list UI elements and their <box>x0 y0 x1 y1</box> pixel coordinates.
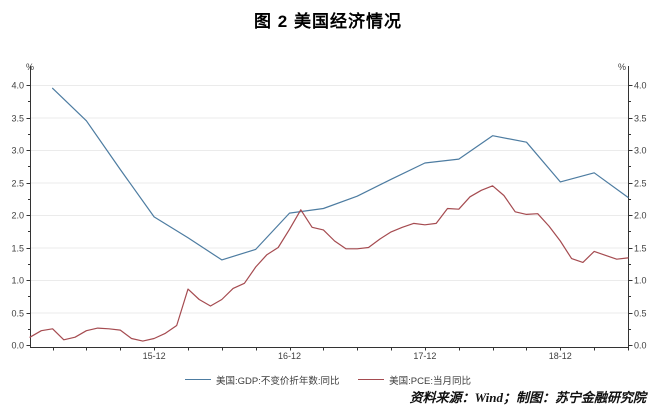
y-tick-label-left: 2.0 <box>11 211 24 221</box>
y-tick-label-left: 3.0 <box>11 146 24 156</box>
chart-legend: 美国:GDP:不变价折年数:同比 美国:PCE:当月同比 <box>0 372 656 387</box>
legend-item-gdp: 美国:GDP:不变价折年数:同比 <box>185 373 340 387</box>
y-tick-label-right: 0.0 <box>634 341 647 351</box>
y-tick-label-right: 1.5 <box>634 244 647 254</box>
series-gdp-line <box>51 87 629 261</box>
legend-label-gdp: 美国:GDP:不变价折年数:同比 <box>216 375 340 387</box>
series-pce-line <box>29 185 629 342</box>
legend-label-pce: 美国:PCE:当月同比 <box>389 375 471 387</box>
y-tick-label-right: 3.5 <box>634 114 647 124</box>
chart-title: 图 2 美国经济情况 <box>254 12 402 31</box>
y-axis-unit-left: % <box>26 62 34 72</box>
gdp-line-swatch <box>185 379 212 380</box>
gridlines <box>31 85 628 314</box>
y-tick-label-left: 2.5 <box>11 179 24 189</box>
y-tick-label-left: 4.0 <box>11 81 24 91</box>
y-tick-label-right: 3.0 <box>634 146 647 156</box>
axes <box>30 66 629 348</box>
legend-item-pce: 美国:PCE:当月同比 <box>358 373 471 387</box>
y-axis-ticks: 0.0 0.0 0.5 0.5 1.0 1.0 1.5 1.5 2.0 2.0 2.5 2.5 3.0 3… <box>11 62 646 351</box>
x-tick-label: 15-12 <box>143 351 166 361</box>
x-axis-ticks: 15-12 16-12 17-12 18-12 <box>53 347 629 361</box>
x-tick-label: 16-12 <box>278 351 301 361</box>
y-axis-unit-right: % <box>618 62 626 72</box>
y-tick-label-right: 1.0 <box>634 276 647 286</box>
x-tick-label: 17-12 <box>413 351 436 361</box>
y-tick-label-left: 1.5 <box>11 244 24 254</box>
y-tick-label-left: 0.0 <box>11 341 24 351</box>
x-tick-label: 18-12 <box>549 351 572 361</box>
y-tick-label-right: 4.0 <box>634 81 647 91</box>
source-note: 资料来源：Wind；制图：苏宁金融研究院 <box>409 390 646 405</box>
pce-line-swatch <box>358 379 385 380</box>
y-tick-label-left: 1.0 <box>11 276 24 286</box>
y-tick-label-right: 0.5 <box>634 309 647 319</box>
y-tick-label-left: 0.5 <box>11 309 24 319</box>
y-tick-label-right: 2.0 <box>634 211 647 221</box>
y-tick-label-right: 2.5 <box>634 179 647 189</box>
y-tick-label-left: 3.5 <box>11 114 24 124</box>
